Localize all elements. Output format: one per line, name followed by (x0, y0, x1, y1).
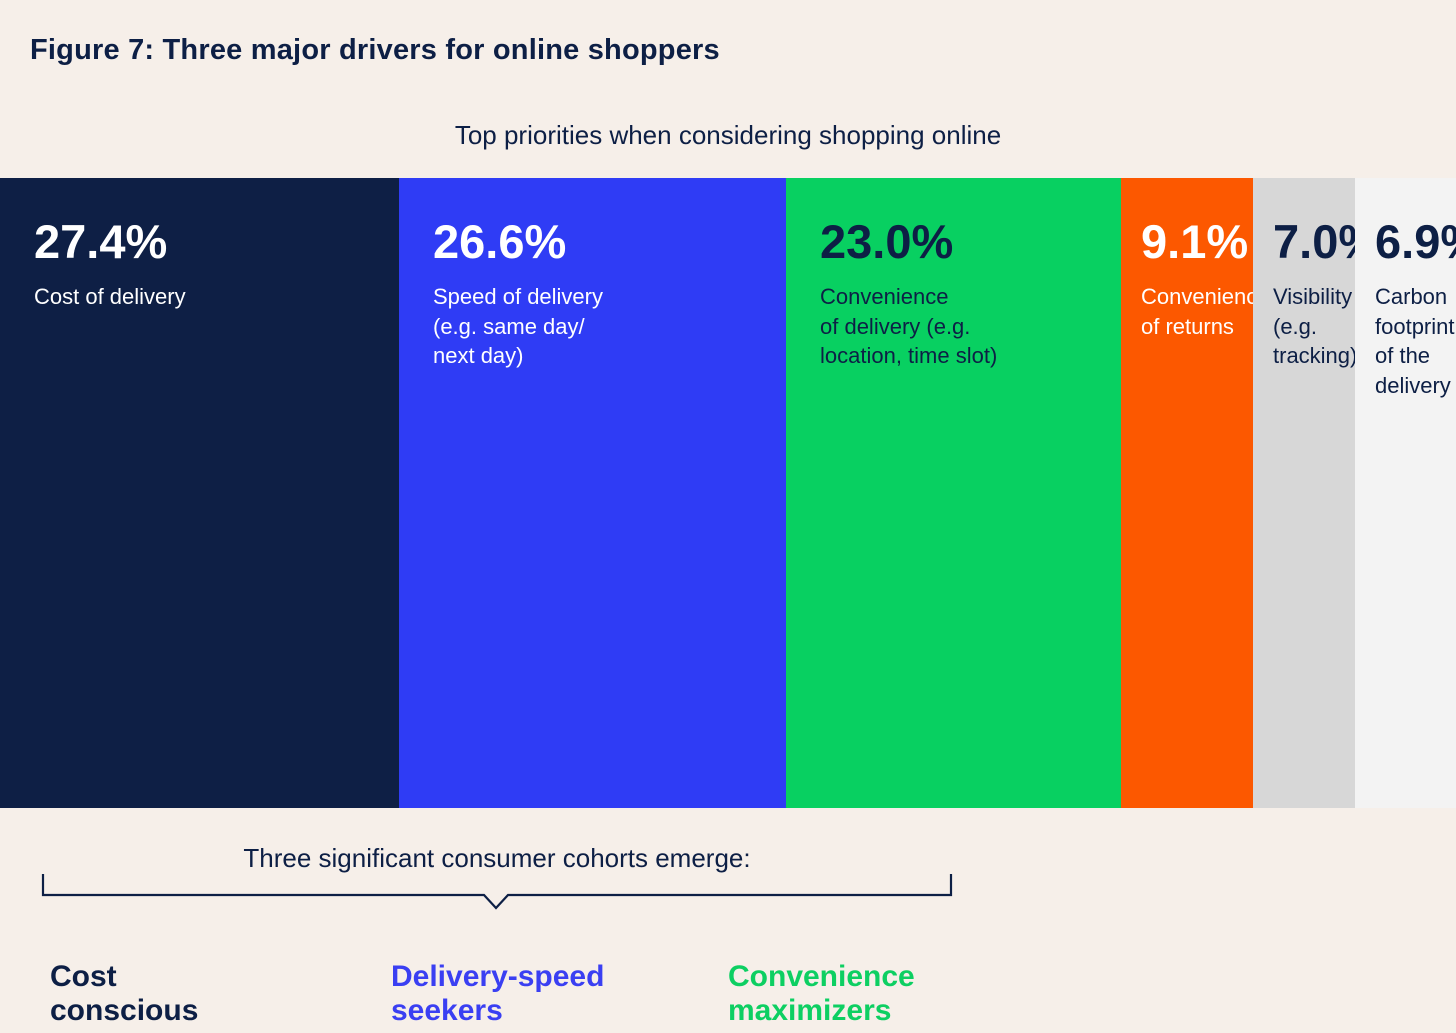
figure-title: Figure 7: Three major drivers for online… (30, 34, 720, 66)
cohort-intro: Three significant consumer cohorts emerg… (243, 843, 751, 873)
cohort-cost-conscious: Cost conscious (50, 960, 199, 1027)
bar-value-label: 27.4% (34, 215, 168, 268)
bar-3: 23.0% Convenience of delivery (e.g. locat… (786, 178, 1121, 808)
bracket-brace (41, 874, 953, 910)
cohort-convenience-maximizers: Convenience maximizers (728, 960, 915, 1027)
bar-value-label: 23.0% (820, 215, 954, 268)
bar-1: 27.4% Cost of delivery (0, 178, 399, 808)
bar-category-label: Convenience of delivery (e.g. location, … (820, 284, 998, 368)
bar-value-label: 6.9% (1375, 215, 1456, 268)
bar-chart: 27.4% Cost of delivery 26.6% Speed of deliv… (0, 178, 1456, 808)
bar-category-label: Cost of delivery (34, 284, 186, 309)
bar-category-label: Visibility (e.g. tracking) (1273, 284, 1355, 368)
bar-category-label: Convenience of returns (1141, 284, 1253, 339)
bar-value-label: 7.0% (1273, 215, 1355, 268)
bar-2: 26.6% Speed of delivery (e.g. same day/ n… (399, 178, 786, 808)
bar-value-label: 9.1% (1141, 215, 1249, 268)
bar-5: 7.0% Visibility (e.g. tracking) (1253, 178, 1355, 808)
cohort-delivery-speed-seekers: Delivery-speed seekers (391, 960, 605, 1027)
bar-4: 9.1% Convenience of returns (1121, 178, 1253, 808)
bar-6: 6.9% Carbon footprint of the delivery (1355, 178, 1456, 808)
bar-value-label: 26.6% (433, 215, 567, 268)
bar-category-label: Speed of delivery (e.g. same day/ next d… (433, 284, 603, 368)
chart-title: Top priorities when considering shopping… (454, 120, 1002, 150)
bar-category-label: Carbon footprint of the delivery (1375, 284, 1455, 398)
